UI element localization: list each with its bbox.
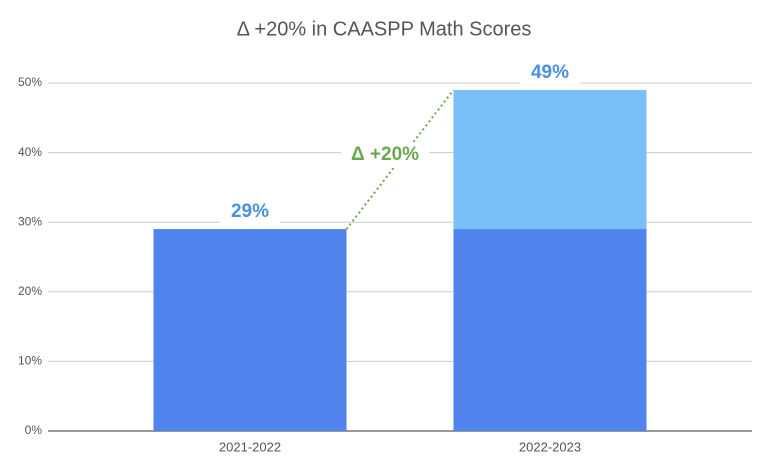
- value-label: 29%: [231, 201, 269, 222]
- bar: [153, 229, 347, 431]
- y-tick-label: 40%: [18, 145, 42, 159]
- bar: [453, 229, 647, 431]
- value-label-bg: [220, 200, 280, 225]
- annotation: Δ +20%: [351, 144, 419, 165]
- y-tick-label: 50%: [18, 75, 42, 89]
- y-tick-label: 10%: [18, 354, 42, 368]
- x-tick-label: 2022-2023: [519, 439, 581, 454]
- y-tick-label: 0%: [25, 423, 43, 437]
- annotation-bg: [341, 142, 429, 168]
- annotation-connector: [345, 89, 455, 230]
- y-tick-label: 30%: [18, 214, 42, 228]
- chart-title: Δ +20% in CAASPP Math Scores: [237, 18, 532, 40]
- value-label: 49%: [531, 62, 569, 83]
- value-label-bg: [520, 60, 580, 85]
- x-tick-label: 2021-2022: [219, 439, 281, 454]
- y-tick-label: 20%: [18, 284, 42, 298]
